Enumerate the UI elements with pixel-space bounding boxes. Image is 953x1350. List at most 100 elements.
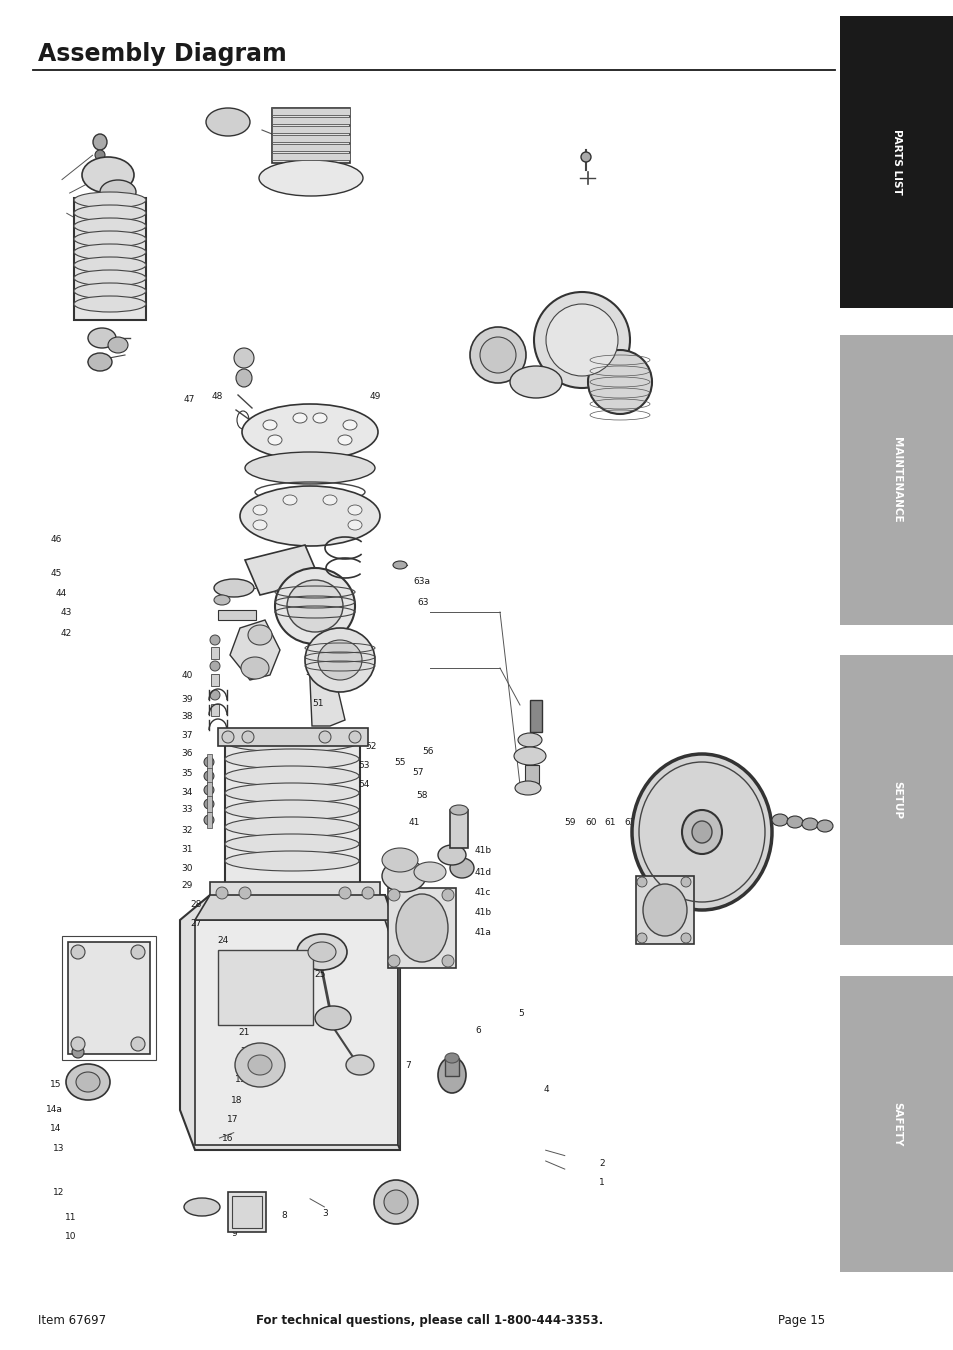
Ellipse shape <box>587 350 651 414</box>
Text: 10: 10 <box>65 1233 76 1241</box>
Ellipse shape <box>314 1006 351 1030</box>
Text: 42: 42 <box>60 629 71 637</box>
Text: 41a: 41a <box>474 929 491 937</box>
Ellipse shape <box>268 435 282 446</box>
Ellipse shape <box>235 369 252 387</box>
Ellipse shape <box>318 730 331 742</box>
Text: 58: 58 <box>416 791 427 799</box>
Bar <box>388 888 456 968</box>
Ellipse shape <box>283 495 296 505</box>
Text: 56: 56 <box>422 748 434 756</box>
Text: Assembly Diagram: Assembly Diagram <box>38 42 287 66</box>
Ellipse shape <box>338 887 351 899</box>
Ellipse shape <box>470 327 525 383</box>
Ellipse shape <box>225 801 358 819</box>
Text: Item 67697: Item 67697 <box>38 1314 106 1327</box>
Ellipse shape <box>74 231 146 247</box>
Ellipse shape <box>263 420 276 431</box>
Ellipse shape <box>210 690 220 701</box>
Ellipse shape <box>66 1064 110 1100</box>
Text: 43: 43 <box>60 609 71 617</box>
Text: For technical questions, please call 1-800-444-3353.: For technical questions, please call 1-8… <box>255 1314 602 1327</box>
Bar <box>232 1196 262 1228</box>
Ellipse shape <box>414 863 446 882</box>
Text: 9: 9 <box>232 1230 237 1238</box>
Text: 62: 62 <box>623 818 635 826</box>
Bar <box>0 0 839 1350</box>
Text: 61: 61 <box>604 818 616 826</box>
Ellipse shape <box>248 625 272 645</box>
Ellipse shape <box>233 348 253 369</box>
Text: 21: 21 <box>238 1029 250 1037</box>
Ellipse shape <box>680 878 690 887</box>
Bar <box>211 674 219 686</box>
Ellipse shape <box>108 338 128 352</box>
Ellipse shape <box>74 256 146 273</box>
Ellipse shape <box>308 942 335 963</box>
Ellipse shape <box>210 662 220 671</box>
Text: 23: 23 <box>233 987 244 995</box>
Ellipse shape <box>225 749 358 770</box>
Text: 1: 1 <box>598 1179 604 1187</box>
Bar <box>272 108 350 163</box>
Ellipse shape <box>388 954 399 967</box>
Bar <box>530 701 541 732</box>
Bar <box>68 942 150 1054</box>
Text: 2: 2 <box>598 1160 604 1168</box>
Text: 17: 17 <box>227 1115 238 1123</box>
Ellipse shape <box>343 420 356 431</box>
Text: 24: 24 <box>217 937 229 945</box>
Text: 41d: 41d <box>474 868 491 876</box>
Bar <box>207 782 212 798</box>
Text: 51: 51 <box>312 699 323 707</box>
Ellipse shape <box>642 884 686 936</box>
Ellipse shape <box>637 878 646 887</box>
Text: PARTS LIST: PARTS LIST <box>891 130 901 194</box>
Ellipse shape <box>337 435 352 446</box>
Ellipse shape <box>239 887 251 899</box>
Ellipse shape <box>441 890 454 900</box>
Ellipse shape <box>515 782 540 795</box>
Text: 41b: 41b <box>474 909 491 917</box>
Ellipse shape <box>225 783 358 803</box>
Ellipse shape <box>74 296 146 312</box>
Ellipse shape <box>225 850 358 871</box>
Text: 7: 7 <box>405 1061 411 1069</box>
Ellipse shape <box>349 730 360 742</box>
Ellipse shape <box>296 934 347 971</box>
Bar <box>207 768 212 784</box>
Ellipse shape <box>450 859 474 878</box>
Ellipse shape <box>514 747 545 765</box>
Text: 49: 49 <box>369 393 380 401</box>
Polygon shape <box>230 620 280 680</box>
Ellipse shape <box>88 328 116 348</box>
Ellipse shape <box>225 765 358 786</box>
Ellipse shape <box>74 244 146 261</box>
Bar <box>272 126 350 134</box>
Ellipse shape <box>317 640 361 680</box>
Bar <box>272 108 350 115</box>
Text: 44: 44 <box>55 590 67 598</box>
Ellipse shape <box>395 894 448 963</box>
Text: 30: 30 <box>181 864 193 872</box>
Ellipse shape <box>204 784 213 795</box>
Text: 5: 5 <box>517 1010 523 1018</box>
Text: 41: 41 <box>408 818 419 826</box>
Text: 12: 12 <box>52 1188 64 1196</box>
Ellipse shape <box>242 730 253 742</box>
Ellipse shape <box>517 733 541 747</box>
Ellipse shape <box>76 1072 100 1092</box>
Ellipse shape <box>384 1189 408 1214</box>
Bar <box>62 936 156 1060</box>
Bar <box>272 135 350 142</box>
Ellipse shape <box>437 845 465 865</box>
Ellipse shape <box>348 520 361 531</box>
Ellipse shape <box>74 270 146 286</box>
Ellipse shape <box>253 505 267 514</box>
Ellipse shape <box>245 452 375 485</box>
Polygon shape <box>194 895 397 919</box>
Bar <box>225 738 359 883</box>
Bar <box>272 153 350 161</box>
Text: 63a: 63a <box>413 578 430 586</box>
Text: 20: 20 <box>240 1048 252 1056</box>
